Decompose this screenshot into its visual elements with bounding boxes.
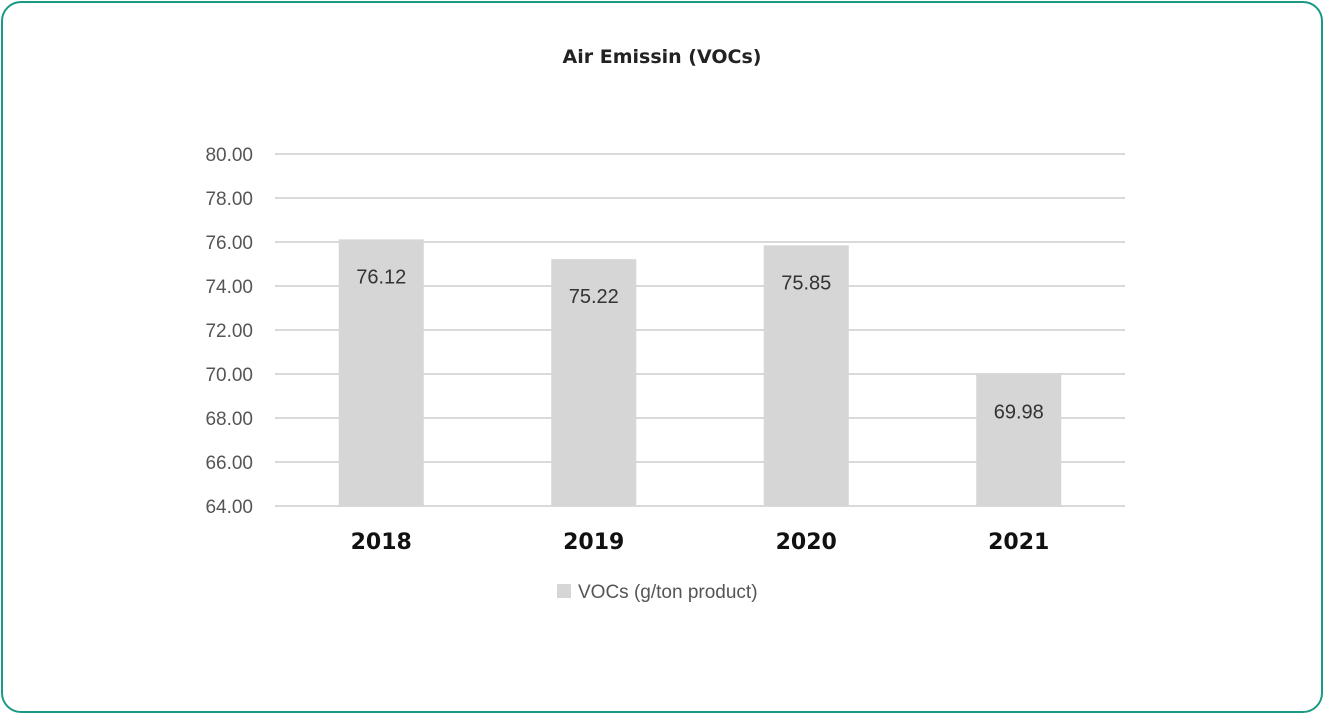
- category-label-2021: 2021: [988, 530, 1049, 555]
- category-label-2019: 2019: [563, 530, 624, 555]
- data-label-2021: 69.98: [994, 401, 1044, 423]
- y-tick-label: 66.00: [205, 453, 253, 474]
- data-label-2020: 75.85: [781, 272, 831, 294]
- bar-2018: [338, 239, 424, 507]
- data-label-2018: 76.12: [356, 266, 406, 288]
- y-tick-label: 70.00: [205, 365, 253, 386]
- y-tick-label: 76.00: [205, 233, 253, 254]
- y-axis-ticks: 64.00 66.00 68.00 70.00 72.00 74.00 76.00 78.00…: [205, 145, 253, 518]
- category-label-2018: 2018: [351, 530, 412, 555]
- x-axis-categories: 2018 2019 2020 2021: [351, 530, 1050, 555]
- legend: VOCs (g/ton product): [557, 582, 758, 603]
- y-tick-label: 74.00: [205, 277, 253, 298]
- bar-2021: [976, 374, 1062, 506]
- y-tick-label: 64.00: [205, 497, 253, 518]
- data-labels: 76.12 75.22 75.85 69.98: [356, 266, 1044, 423]
- bar-2019: [551, 259, 637, 506]
- category-label-2020: 2020: [776, 530, 837, 555]
- bars: [338, 239, 1062, 507]
- y-tick-label: 72.00: [205, 321, 253, 342]
- y-tick-label: 78.00: [205, 189, 253, 210]
- y-tick-label: 80.00: [205, 145, 253, 166]
- legend-swatch: [557, 584, 571, 598]
- bar-2020: [763, 245, 849, 507]
- data-label-2019: 75.22: [569, 286, 619, 308]
- chart-title: Air Emissin (VOCs): [562, 46, 762, 68]
- legend-label: VOCs (g/ton product): [578, 582, 758, 603]
- y-tick-label: 68.00: [205, 409, 253, 430]
